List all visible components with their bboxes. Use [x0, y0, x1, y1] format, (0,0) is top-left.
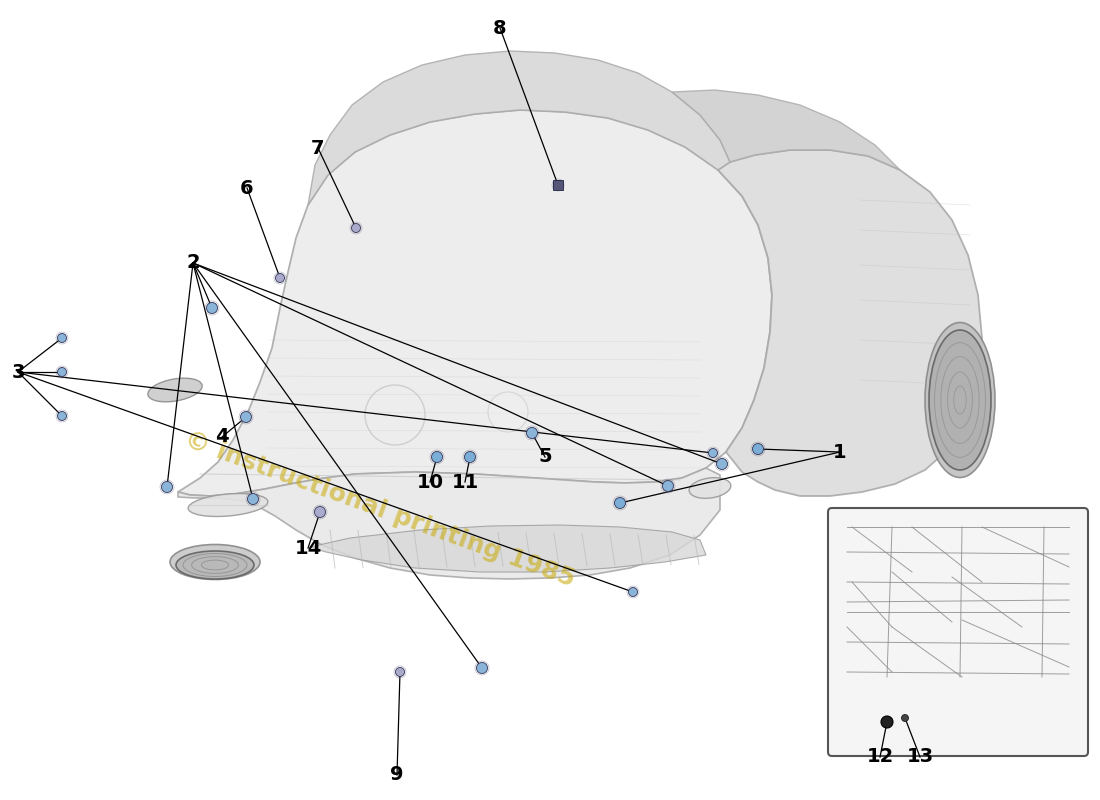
Text: 11: 11 — [451, 473, 478, 491]
Circle shape — [57, 411, 66, 421]
Ellipse shape — [170, 545, 260, 579]
Circle shape — [881, 716, 893, 728]
Text: 8: 8 — [493, 18, 507, 38]
Circle shape — [615, 498, 626, 509]
Circle shape — [57, 367, 66, 377]
Circle shape — [207, 302, 218, 314]
Circle shape — [396, 667, 405, 677]
Polygon shape — [310, 525, 706, 572]
Circle shape — [902, 714, 909, 722]
Text: 9: 9 — [390, 766, 404, 785]
Circle shape — [464, 451, 475, 462]
Circle shape — [352, 223, 361, 233]
Circle shape — [716, 458, 727, 470]
FancyBboxPatch shape — [828, 508, 1088, 756]
Text: 4: 4 — [216, 427, 229, 446]
Circle shape — [476, 662, 487, 674]
Bar — [553, 180, 563, 190]
Polygon shape — [178, 468, 720, 579]
Circle shape — [628, 587, 638, 597]
Text: 1: 1 — [833, 442, 847, 462]
Polygon shape — [718, 150, 982, 496]
Text: 5: 5 — [538, 447, 552, 466]
Circle shape — [315, 506, 326, 518]
Circle shape — [553, 181, 562, 190]
Text: 6: 6 — [240, 178, 254, 198]
Circle shape — [162, 482, 173, 493]
Text: 3: 3 — [11, 362, 24, 382]
Circle shape — [488, 392, 528, 432]
Circle shape — [275, 274, 285, 282]
Ellipse shape — [188, 494, 268, 517]
Circle shape — [241, 411, 252, 422]
Text: 12: 12 — [867, 747, 893, 766]
Text: 13: 13 — [906, 747, 934, 766]
Polygon shape — [308, 51, 730, 205]
Circle shape — [431, 451, 442, 462]
Ellipse shape — [690, 478, 730, 498]
Circle shape — [662, 481, 673, 491]
Polygon shape — [672, 90, 900, 170]
Circle shape — [248, 494, 258, 505]
Polygon shape — [178, 110, 772, 496]
Ellipse shape — [147, 378, 202, 402]
Ellipse shape — [930, 330, 991, 470]
Text: 2: 2 — [186, 254, 200, 273]
Text: 10: 10 — [417, 473, 443, 491]
Circle shape — [752, 443, 763, 454]
Text: © instructional printing 1985: © instructional printing 1985 — [182, 428, 579, 592]
Text: 14: 14 — [295, 538, 321, 558]
Text: 7: 7 — [311, 138, 324, 158]
Circle shape — [708, 449, 717, 458]
Circle shape — [527, 427, 538, 438]
Ellipse shape — [176, 551, 254, 579]
Circle shape — [57, 334, 66, 342]
Ellipse shape — [925, 322, 996, 478]
